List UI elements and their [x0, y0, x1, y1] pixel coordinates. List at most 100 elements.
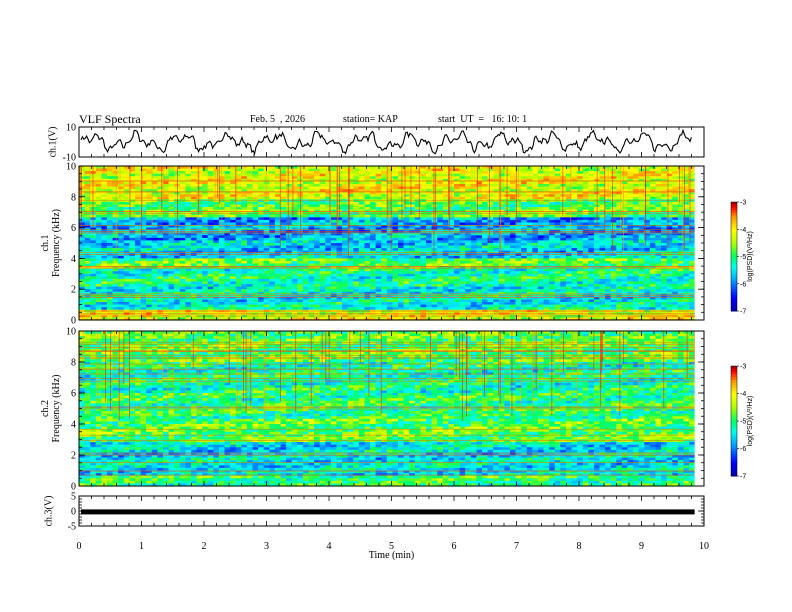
ch1-spectrogram-cell [118, 201, 125, 206]
ch1-spectrogram-cell [129, 209, 136, 213]
ch1-spectrogram-cell [84, 255, 91, 259]
ch1-spectrogram-cell [207, 232, 214, 236]
ch1-spectrogram-cell [106, 268, 114, 272]
ch1-spectrogram-cell [286, 235, 293, 239]
ch1-spectrogram-cell [353, 268, 360, 272]
ch1-spectrogram-cell [375, 255, 382, 259]
ch1-spectrogram-cell [683, 183, 690, 188]
ch1-spectrogram-cell [151, 204, 158, 208]
ch1-spectrogram-cell [509, 207, 517, 211]
ch1-spectrogram-cell [123, 183, 130, 188]
ch1-spectrogram-cell [526, 263, 533, 267]
ch1-spectrogram-cell [661, 273, 668, 277]
ch1-spectrogram-cell [196, 204, 203, 208]
ch1-spectrogram-cell [123, 186, 130, 190]
ch1-spectrogram-cell [543, 219, 550, 224]
ch1-spectrogram-cell [403, 219, 410, 224]
ch1-spectrogram-cell [543, 248, 550, 252]
ch1-spectrogram-cell [683, 248, 690, 252]
ch1-spectrogram-cell [509, 181, 517, 185]
ch1-spectrogram-cell [655, 191, 662, 195]
ch1-spectrogram-cell [577, 204, 584, 208]
ch1-spectrogram-cell [347, 235, 354, 239]
ch1-spectrogram-cell [213, 222, 220, 226]
ch1-spectrogram-cell [381, 173, 388, 177]
ch1-spectrogram-cell [644, 260, 651, 265]
ch1-spectrogram-cell [179, 181, 186, 185]
ch1-spectrogram-cell [308, 271, 315, 275]
ch1-spectrogram-cell [526, 271, 533, 275]
ch1-spectrogram-cell [431, 268, 438, 272]
ch1-spectrogram-cell [342, 212, 349, 216]
ch1-spectrogram-cell [666, 273, 673, 277]
ch1-spectrogram-cell [655, 245, 662, 249]
ch1-spectrogram-cell [230, 250, 237, 254]
ch1-spectrogram-cell [532, 217, 539, 221]
ch1-spectrogram-cell [224, 243, 231, 247]
ch1-spectrogram-cell [364, 248, 371, 252]
ch1-spectrogram-cell [414, 263, 421, 267]
ch1-spectrogram-cell [599, 212, 606, 216]
ch1-spectrogram-cell [476, 176, 483, 180]
ch1-spectrogram-cell [230, 204, 237, 208]
ch1-spectrogram-cell [414, 194, 421, 198]
ch1-spectrogram-cell [280, 207, 287, 211]
ch1-spectrogram-cell [95, 225, 102, 229]
ch1-spectrogram-cell [459, 173, 466, 177]
ch1-spectrogram-cell [554, 168, 561, 172]
ch1-spectrogram-cell [286, 207, 293, 211]
ch1-spectrogram-cell [364, 207, 371, 211]
ch1-spectrogram-cell [437, 186, 444, 190]
ch1-spectrogram-cell [157, 250, 164, 254]
ch1-spectrogram-cell [330, 168, 338, 172]
ch1-spectrogram-cell [241, 196, 248, 200]
ch1-spectrogram-cell [146, 168, 153, 172]
ch1-spectrogram-cell [476, 237, 483, 242]
ch1-spectrogram-cell [286, 191, 293, 195]
ch1-spectrogram-cell [582, 263, 589, 267]
ch1-spectrogram-cell [661, 166, 668, 170]
ch1-spectrogram-cell [375, 240, 382, 244]
ch1-spectrogram-cell [213, 196, 220, 200]
ch1-spectrogram-cell [532, 196, 539, 200]
ch1-spectrogram-cell [185, 171, 192, 175]
ch1-spectrogram-cell [565, 166, 573, 170]
ch1-spectrogram-cell [185, 168, 192, 172]
ch1-spectrogram-cell [258, 217, 265, 221]
ch1-spectrogram-cell [621, 268, 629, 272]
ch1-spectrogram-cell [118, 207, 125, 211]
ch1-spectrogram-cell [431, 212, 438, 216]
ch1-spectrogram-cell [560, 258, 567, 262]
ch1-spectrogram-cell [588, 237, 595, 242]
ch1-spectrogram-cell [487, 240, 494, 244]
ch1-spectrogram-cell [465, 212, 472, 216]
ch1-spectrogram-cell [565, 276, 573, 280]
ch1-spectrogram-cell [134, 245, 142, 249]
ch1-spectrogram-cell [185, 240, 192, 244]
ch1-spectrogram-cell [179, 245, 186, 249]
ch1-spectrogram-cell [420, 191, 427, 195]
ch1-spectrogram-cell [101, 168, 108, 172]
ch1-spectrogram-cell [448, 235, 455, 239]
ch1-spectrogram-cell [308, 186, 315, 190]
ch1-spectrogram-cell [101, 281, 108, 285]
ch1-spectrogram-cell [683, 191, 690, 195]
ch1-spectrogram-cell [325, 237, 332, 242]
ch1-spectrogram-cell [140, 232, 147, 236]
ch1-spectrogram-cell [202, 181, 209, 185]
ch1-spectrogram-cell [448, 260, 455, 265]
ch1-spectrogram-cell [190, 183, 198, 188]
ch1-spectrogram-cell [577, 171, 584, 175]
ch1-spectrogram-cell [487, 219, 494, 224]
ch1-spectrogram-cell [134, 189, 142, 193]
ch1-spectrogram-cell [683, 237, 690, 242]
ch1-spectrogram-cell [129, 248, 136, 252]
ch1-spectrogram-cell [689, 209, 696, 213]
ch1-spectrogram-cell [459, 255, 466, 259]
ch1-spectrogram-cell [571, 194, 578, 198]
ch1-spectrogram-cell [353, 219, 360, 224]
ch1-spectrogram-cell [649, 168, 657, 172]
ch1-spectrogram-cell [610, 245, 617, 249]
ch1-spectrogram-cell [157, 278, 164, 283]
ch1-spectrogram-cell [179, 173, 186, 177]
